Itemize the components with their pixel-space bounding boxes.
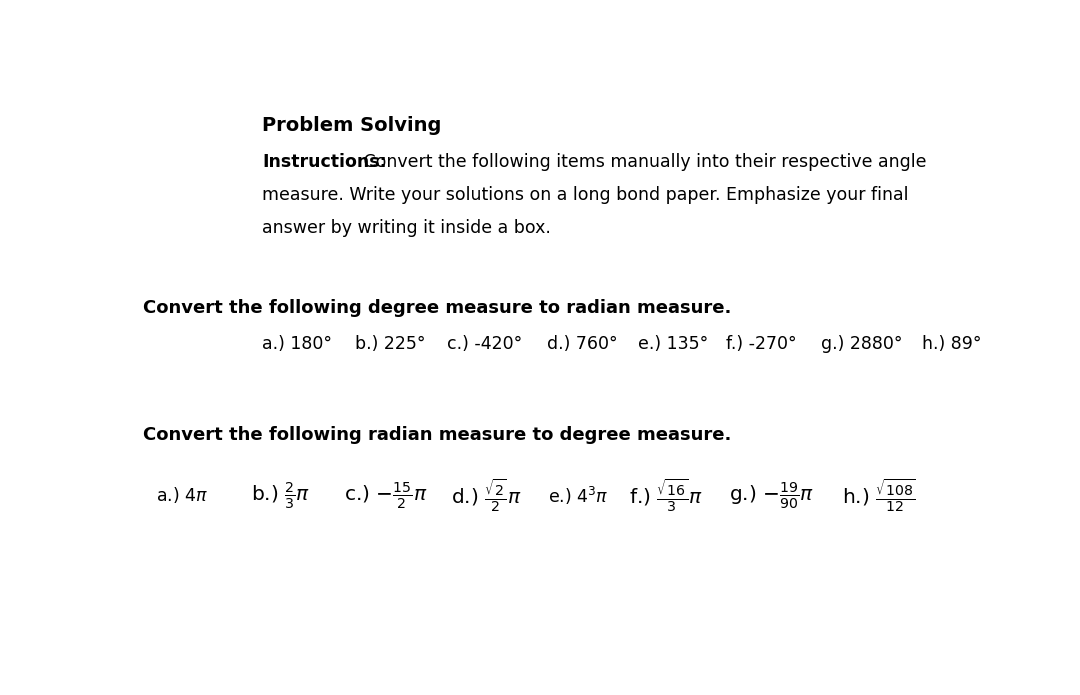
Text: answer by writing it inside a box.: answer by writing it inside a box. [262, 220, 551, 237]
Text: Convert the following degree measure to radian measure.: Convert the following degree measure to … [144, 299, 732, 316]
Text: d.) $\frac{\sqrt{2}}{2}\pi$: d.) $\frac{\sqrt{2}}{2}\pi$ [451, 477, 522, 514]
Text: e.) $4^3\pi$: e.) $4^3\pi$ [548, 484, 608, 507]
Text: b.) $\frac{2}{3}\pi$: b.) $\frac{2}{3}\pi$ [251, 480, 310, 511]
Text: measure. Write your solutions on a long bond paper. Emphasize your final: measure. Write your solutions on a long … [262, 186, 908, 204]
Text: e.) 135°: e.) 135° [638, 335, 708, 353]
Text: h.) 89°: h.) 89° [922, 335, 982, 353]
Text: c.) $-\frac{15}{2}\pi$: c.) $-\frac{15}{2}\pi$ [345, 480, 428, 511]
Text: g.) $-\frac{19}{90}\pi$: g.) $-\frac{19}{90}\pi$ [729, 480, 814, 511]
Text: f.) $\frac{\sqrt{16}}{3}\pi$: f.) $\frac{\sqrt{16}}{3}\pi$ [629, 477, 703, 514]
Text: g.) 2880°: g.) 2880° [821, 335, 903, 353]
Text: f.) -270°: f.) -270° [726, 335, 797, 353]
Text: a.) $4\pi$: a.) $4\pi$ [156, 486, 208, 505]
Text: a.) 180°: a.) 180° [262, 335, 333, 353]
Text: Convert the following radian measure to degree measure.: Convert the following radian measure to … [144, 426, 732, 444]
Text: b.) 225°: b.) 225° [355, 335, 426, 353]
Text: c.) -420°: c.) -420° [447, 335, 523, 353]
Text: h.) $\frac{\sqrt{108}}{12}$: h.) $\frac{\sqrt{108}}{12}$ [842, 477, 916, 514]
Text: Instructions:: Instructions: [262, 153, 387, 171]
Text: Problem Solving: Problem Solving [262, 115, 442, 135]
Text: d.) 760°: d.) 760° [546, 335, 618, 353]
Text: Convert the following items manually into their respective angle: Convert the following items manually int… [359, 153, 927, 171]
